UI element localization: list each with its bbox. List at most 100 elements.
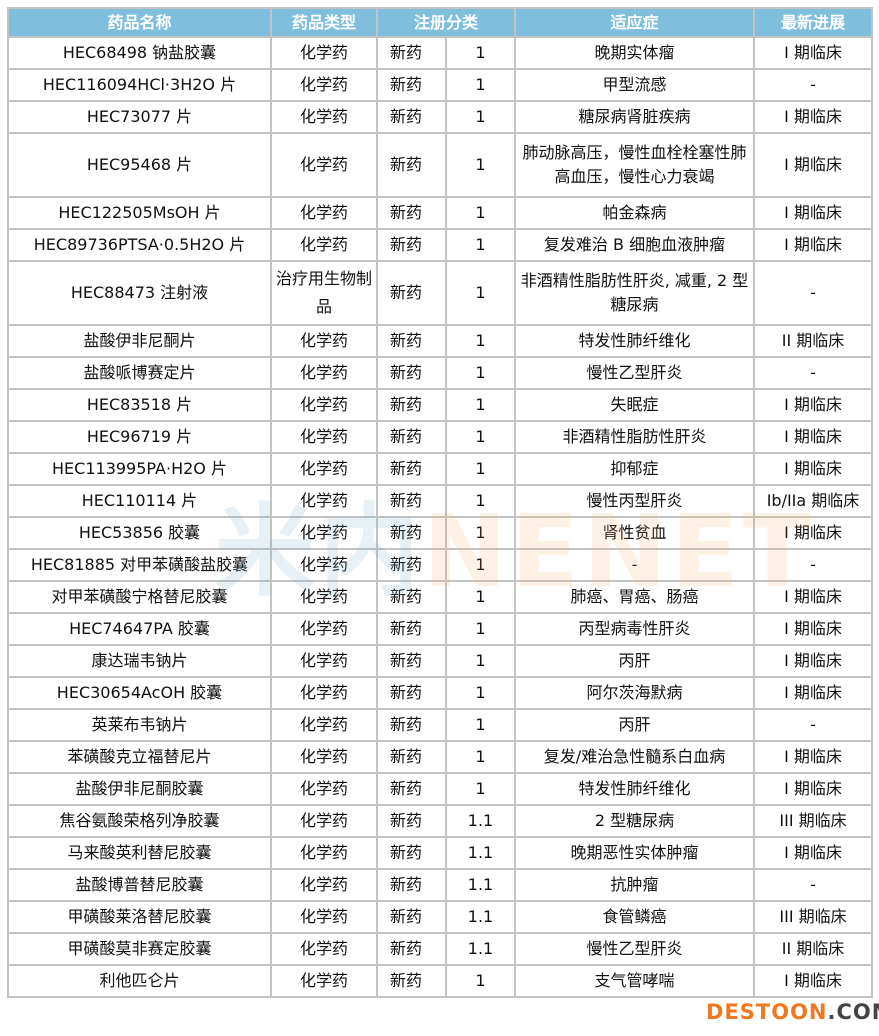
cell-registration-class: 1 <box>445 228 516 262</box>
cell-registration-class: 1 <box>445 484 516 518</box>
cell-registration-status: 新药 <box>376 804 447 838</box>
cell-drug-type: 化学药 <box>270 132 378 198</box>
cell-drug-type: 化学药 <box>270 644 378 678</box>
cell-drug-type: 化学药 <box>270 420 378 454</box>
cell-latest-progress: I 期临床 <box>753 36 873 70</box>
cell-drug-name: 盐酸哌博赛定片 <box>7 356 272 390</box>
cell-indication: 食管鳞癌 <box>514 900 755 934</box>
cell-latest-progress: I 期临床 <box>753 228 873 262</box>
cell-registration-status: 新药 <box>376 964 447 998</box>
cell-indication: - <box>514 548 755 582</box>
header-drug-name: 药品名称 <box>7 7 272 38</box>
cell-drug-name: 英莱布韦钠片 <box>7 708 272 742</box>
cell-indication: 阿尔茨海默病 <box>514 676 755 710</box>
cell-registration-class: 1 <box>445 612 516 646</box>
table-row: HEC113995PA·H2O 片化学药 新药 1 抑郁症 I 期临床 <box>7 452 873 486</box>
cell-drug-type: 化学药 <box>270 100 378 134</box>
cell-indication: 肺癌、胃癌、肠癌 <box>514 580 755 614</box>
cell-registration-status: 新药 <box>376 772 447 806</box>
cell-latest-progress: I 期临床 <box>753 196 873 230</box>
cell-indication: 肾性贫血 <box>514 516 755 550</box>
cell-drug-type: 化学药 <box>270 964 378 998</box>
table-row: 甲磺酸莫非赛定胶囊 化学药 新药 1.1 慢性乙型肝炎 II 期临床 <box>7 932 873 966</box>
cell-indication: 丙肝 <box>514 644 755 678</box>
cell-latest-progress: I 期临床 <box>753 580 873 614</box>
table-row: HEC73077 片化学药 新药 1 糖尿病肾脏疾病 I 期临床 <box>7 100 873 134</box>
destoon-com-text: .COM <box>827 1000 879 1024</box>
cell-registration-class: 1 <box>445 420 516 454</box>
cell-registration-status: 新药 <box>376 644 447 678</box>
cell-registration-class: 1 <box>445 68 516 102</box>
cell-registration-class: 1.1 <box>445 932 516 966</box>
cell-latest-progress: III 期临床 <box>753 804 873 838</box>
table-row: 对甲苯磺酸宁格替尼胶囊 化学药 新药 1 肺癌、胃癌、肠癌 I 期临床 <box>7 580 873 614</box>
cell-indication: 特发性肺纤维化 <box>514 772 755 806</box>
table-row: 马来酸英利替尼胶囊 化学药 新药 1.1 晚期恶性实体肿瘤 I 期临床 <box>7 836 873 870</box>
cell-registration-class: 1 <box>445 36 516 70</box>
table-row: HEC74647PA 胶囊 化学药 新药 1 丙型病毒性肝炎 I 期临床 <box>7 612 873 646</box>
table-row: HEC88473 注射液 治疗用生物制品 新药 1 非酒精性脂肪性肝炎, 减重, 2 型… <box>7 260 873 326</box>
cell-drug-name: HEC53856 胶囊 <box>7 516 272 550</box>
cell-registration-class: 1 <box>445 100 516 134</box>
cell-indication: 抗肿瘤 <box>514 868 755 902</box>
cell-drug-name: 苯磺酸克立福替尼片 <box>7 740 272 774</box>
cell-drug-name: HEC74647PA 胶囊 <box>7 612 272 646</box>
cell-registration-class: 1 <box>445 132 516 198</box>
cell-drug-type: 化学药 <box>270 484 378 518</box>
cell-registration-class: 1 <box>445 740 516 774</box>
table-row: HEC95468 片化学药 新药 1 肺动脉高压，慢性血栓栓塞性肺高血压，慢性心力衰竭… <box>7 132 873 198</box>
cell-registration-class: 1 <box>445 452 516 486</box>
header-row: 药品名称 药品类型 注册分类 适应症 最新进展 <box>7 7 873 38</box>
header-registration-class: 注册分类 <box>376 7 516 38</box>
cell-indication: 慢性乙型肝炎 <box>514 356 755 390</box>
cell-latest-progress: II 期临床 <box>753 324 873 358</box>
cell-registration-status: 新药 <box>376 676 447 710</box>
cell-drug-type: 化学药 <box>270 516 378 550</box>
cell-drug-type: 化学药 <box>270 548 378 582</box>
cell-indication: 复发难治 B 细胞血液肿瘤 <box>514 228 755 262</box>
cell-registration-status: 新药 <box>376 900 447 934</box>
cell-drug-type: 化学药 <box>270 740 378 774</box>
table-row: 盐酸伊非尼酮片 化学药 新药 1 特发性肺纤维化 II 期临床 <box>7 324 873 358</box>
cell-registration-class: 1 <box>445 964 516 998</box>
cell-latest-progress: Ib/IIa 期临床 <box>753 484 873 518</box>
cell-registration-class: 1 <box>445 324 516 358</box>
cell-drug-name: 康达瑞韦钠片 <box>7 644 272 678</box>
cell-drug-name: 马来酸英利替尼胶囊 <box>7 836 272 870</box>
cell-registration-status: 新药 <box>376 740 447 774</box>
table-row: HEC30654AcOH 胶囊 化学药 新药 1 阿尔茨海默病 I 期临床 <box>7 676 873 710</box>
cell-latest-progress: I 期临床 <box>753 772 873 806</box>
cell-registration-class: 1.1 <box>445 804 516 838</box>
cell-latest-progress: - <box>753 868 873 902</box>
cell-registration-status: 新药 <box>376 260 447 326</box>
cell-registration-class: 1 <box>445 580 516 614</box>
cell-indication: 肺动脉高压，慢性血栓栓塞性肺高血压，慢性心力衰竭 <box>514 132 755 198</box>
header-latest-progress: 最新进展 <box>753 7 873 38</box>
cell-registration-class: 1 <box>445 676 516 710</box>
cell-drug-name: HEC95468 片 <box>7 132 272 198</box>
table-row: 康达瑞韦钠片 化学药 新药 1 丙肝 I 期临床 <box>7 644 873 678</box>
cell-drug-name: 焦谷氨酸荣格列净胶囊 <box>7 804 272 838</box>
cell-indication: 晚期恶性实体肿瘤 <box>514 836 755 870</box>
table-row: HEC110114 片化学药 新药 1 慢性丙型肝炎 Ib/IIa 期临床 <box>7 484 873 518</box>
drug-pipeline-table: 药品名称 药品类型 注册分类 适应症 最新进展 HEC68498 钠盐胶囊 化学药… <box>7 7 873 998</box>
cell-latest-progress: I 期临床 <box>753 100 873 134</box>
cell-drug-type: 化学药 <box>270 772 378 806</box>
table-row: HEC116094HCl·3H2O 片化学药 新药 1 甲型流感 - <box>7 68 873 102</box>
cell-registration-status: 新药 <box>376 196 447 230</box>
cell-latest-progress: I 期临床 <box>753 612 873 646</box>
cell-registration-status: 新药 <box>376 516 447 550</box>
cell-drug-type: 化学药 <box>270 676 378 710</box>
table-row: HEC122505MsOH 片化学药 新药 1 帕金森病 I 期临床 <box>7 196 873 230</box>
cell-latest-progress: I 期临床 <box>753 676 873 710</box>
cell-registration-class: 1 <box>445 516 516 550</box>
cell-latest-progress: I 期临床 <box>753 420 873 454</box>
cell-indication: 抑郁症 <box>514 452 755 486</box>
table-row: 英莱布韦钠片 化学药 新药 1 丙肝 - <box>7 708 873 742</box>
table-row: 盐酸伊非尼酮胶囊 化学药 新药 1 特发性肺纤维化 I 期临床 <box>7 772 873 806</box>
cell-latest-progress: - <box>753 260 873 326</box>
cell-registration-class: 1.1 <box>445 868 516 902</box>
table-row: 盐酸哌博赛定片 化学药 新药 1 慢性乙型肝炎 - <box>7 356 873 390</box>
cell-indication: 糖尿病肾脏疾病 <box>514 100 755 134</box>
header-indication: 适应症 <box>514 7 755 38</box>
